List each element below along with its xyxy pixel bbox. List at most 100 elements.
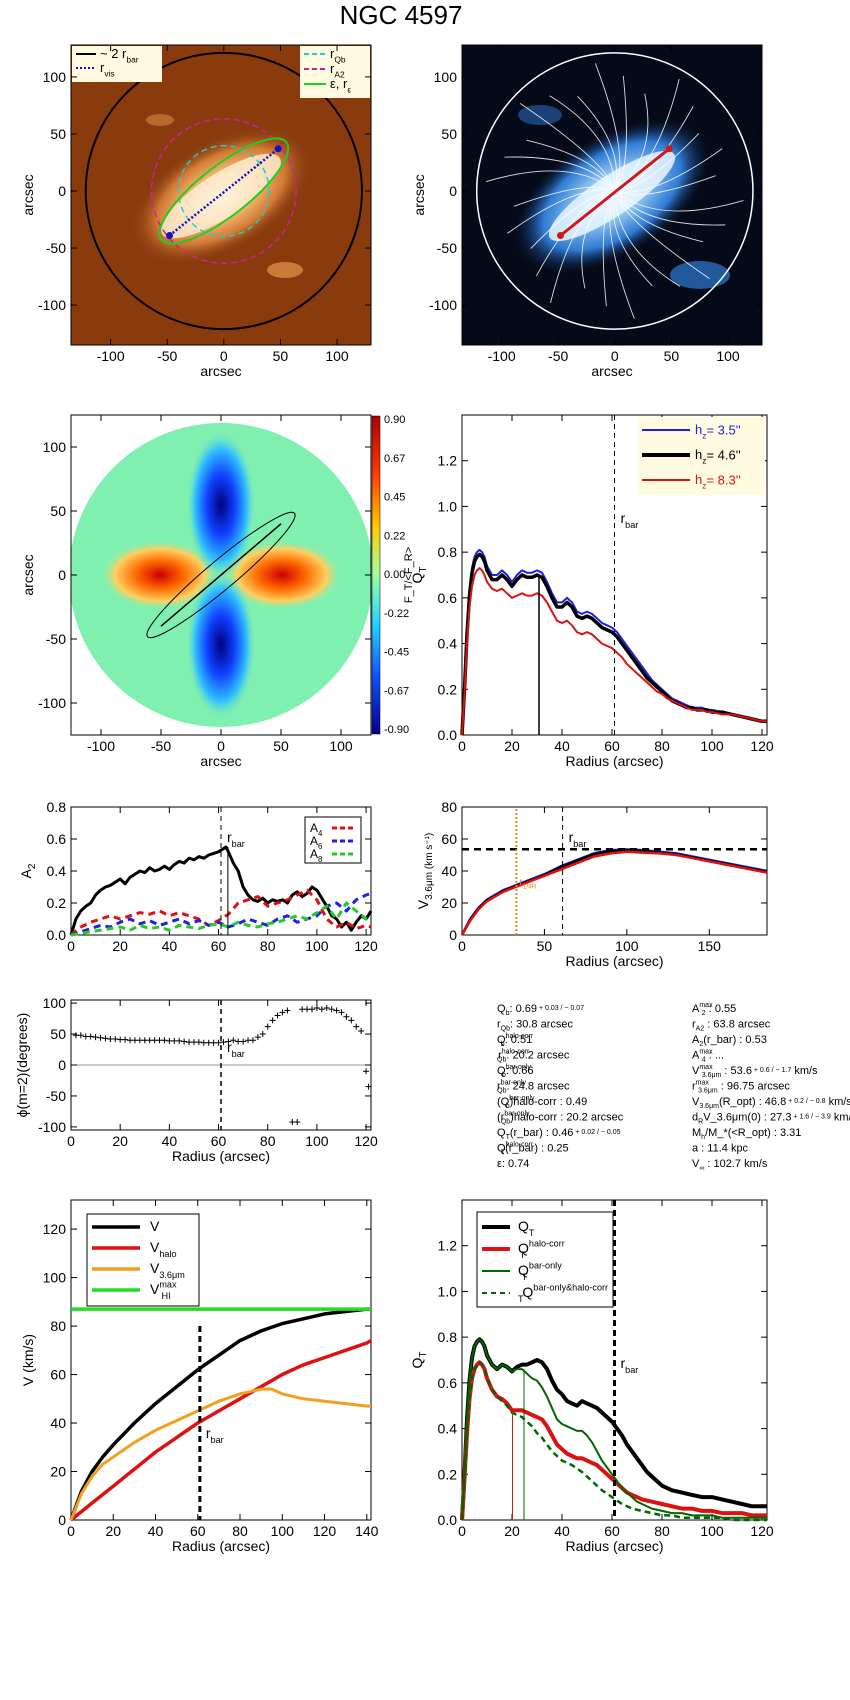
param-value: /M_*(<R_opt) : 3.31 (705, 1127, 801, 1139)
x-tick-label: 50 (273, 738, 289, 754)
legend-label-sub: z (702, 456, 706, 466)
param-sub: b (502, 1072, 506, 1079)
rbar-label-sub: bar (211, 1435, 224, 1445)
param-key: r (692, 1081, 696, 1093)
rbar-label: rbar (569, 829, 587, 849)
x-tick-label: 120 (313, 1523, 337, 1539)
y-axis-label: arcsec (411, 174, 427, 215)
qt-line (461, 1338, 767, 1521)
x-tick-label: 80 (232, 1523, 248, 1539)
param-sub: 4 (702, 1057, 706, 1064)
legend-label: Vhalo (150, 1239, 177, 1259)
galaxy-knot (670, 261, 730, 289)
x-tick-label: 120 (750, 1523, 774, 1539)
x-tick-label: 100 (271, 1523, 295, 1539)
y-tick-label: 1.0 (438, 498, 458, 514)
param-sup: bar-only (509, 1095, 535, 1102)
legend-label-main: V (150, 1260, 160, 1276)
y-tick-label: 0 (58, 1057, 66, 1073)
param-text: Mh/M_*(<R_opt) : 3.31 (692, 1127, 801, 1141)
contour-line (513, 186, 616, 207)
x-tick-label: 20 (504, 1523, 520, 1539)
param-key: A (692, 1034, 700, 1046)
phase-point (254, 1034, 261, 1041)
bar-axis-line (559, 147, 671, 237)
bar-end-marker (165, 231, 173, 239)
legend-label: A6 (310, 834, 322, 851)
y-tick-label: 0.0 (438, 727, 458, 743)
legend-label-main: V (150, 1239, 160, 1255)
phase-point (112, 1036, 119, 1042)
y-tick-label: 20 (50, 1464, 66, 1480)
y-axis-label: V3.6μm (km s⁻¹) (415, 833, 435, 910)
y-axis-label: A2 (18, 863, 38, 878)
rbar-label-main: r (621, 1355, 626, 1371)
x-tick-label: 0 (217, 738, 225, 754)
legend-value: = 8.3'' (706, 473, 740, 488)
param-sup: bar-only (506, 1064, 532, 1071)
y-axis-label-main: A (18, 868, 34, 878)
legend-label: hz= 3.5'' (695, 422, 741, 441)
rbar-label-main: r (206, 1425, 211, 1441)
positive-lobe (100, 540, 220, 610)
legend-label-sub: ε (347, 85, 351, 95)
chart-phase: 0 20 40 60 80 100 120 -100 -50 0 50 100 Radius (arcs… (14, 995, 378, 1164)
contour-line (614, 190, 704, 243)
x-tick-label: 20 (112, 938, 128, 954)
galaxy-knot (518, 105, 562, 125)
y-axis-label-main: arcsec (20, 174, 36, 215)
param-text: Qhalo-corr b: 0.51 (497, 1033, 534, 1048)
legend-label: rQb (330, 46, 346, 65)
y-tick-label: 0 (58, 1512, 66, 1528)
legend-label-main: r (100, 60, 105, 75)
y-axis-label-main: V (km/s) (20, 1334, 36, 1386)
y-axis-label: QT (409, 1352, 429, 1369)
contour-line (519, 103, 616, 192)
y-tick-label: 0.6 (438, 1375, 458, 1391)
phase-point (92, 1034, 99, 1041)
legend-label-main: A (310, 821, 318, 835)
y-tick-label: 1.2 (438, 1238, 458, 1254)
param-key: V (692, 1158, 700, 1170)
y-axis-label-main: ϕ(m=2)(degrees) (14, 1013, 30, 1118)
param-text: Qb: 0.69 + 0.03 / − 0.07 (497, 1003, 584, 1017)
param-sub: 3.6μm (698, 1088, 718, 1095)
x-tick-label: 20 (105, 1523, 121, 1539)
y-tick-label: 0.8 (438, 544, 458, 560)
legend-label-sup: bar-only (529, 1261, 562, 1271)
galaxy-knot (267, 262, 303, 278)
x-axis-label: Radius (arcsec) (565, 1538, 663, 1554)
y-tick-label: 1.0 (438, 1283, 458, 1299)
param-text: Amax 4 : ... (692, 1049, 724, 1064)
galaxy-knot (146, 114, 174, 126)
x-tick-label: 20 (112, 1133, 128, 1149)
param-key: Q (497, 1034, 506, 1046)
param-text: ε: 0.74 (497, 1158, 529, 1170)
contour-line (612, 190, 653, 287)
x-tick-label: 140 (355, 1523, 379, 1539)
phase-point (274, 1012, 281, 1019)
rbar-label-sub: bar (573, 839, 586, 849)
x-tick-label: 0 (458, 1523, 466, 1539)
param-value: : 53.6 (721, 1065, 752, 1077)
legend-label: hz= 4.6'' (695, 447, 741, 466)
a2-line (70, 901, 372, 937)
negative-lobe (186, 570, 256, 720)
legend-label-main: Q (518, 1240, 529, 1256)
phase-point (358, 1027, 365, 1034)
phase-point (230, 1037, 237, 1044)
param-value: : ... (706, 1050, 724, 1062)
x-tick-label: 0 (67, 1523, 75, 1539)
y-axis-label-sub: 2 (27, 863, 38, 869)
contour-line (614, 148, 723, 193)
chart-qt-scaleheights: 0 20 40 60 80 100 120 0.0 0.2 0.4 0.6 0.8 1.0 1.2 Radi… (409, 414, 774, 769)
phase-point (176, 1037, 183, 1044)
axes-ticks: -100 -50 0 50 100 -100 -50 0 50 100 arcsec arcsec (20, 45, 371, 379)
y-tick-label: 0.8 (438, 1329, 458, 1345)
legend-left-box (72, 46, 162, 82)
legend-label: A4 (310, 821, 323, 838)
param-sub: b (506, 1010, 510, 1017)
phase-point (225, 1038, 232, 1045)
y-axis-label-sub: T (418, 567, 429, 573)
